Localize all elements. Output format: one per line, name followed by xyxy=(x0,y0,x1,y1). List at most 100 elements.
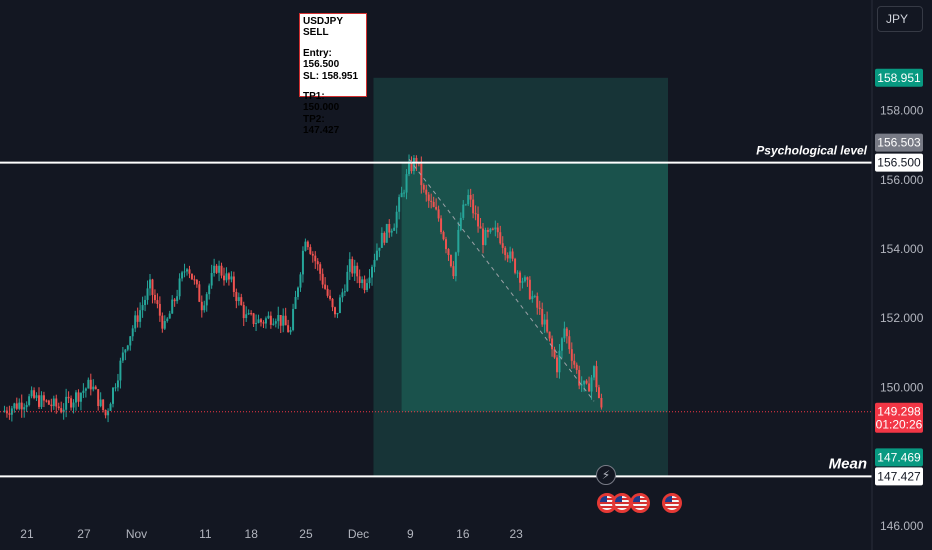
candle-body xyxy=(183,271,186,273)
candle-body xyxy=(156,300,159,304)
candle-body xyxy=(171,299,174,314)
info-title: USDJPY SELL xyxy=(303,16,343,39)
candle-body xyxy=(75,392,77,403)
candles xyxy=(3,154,603,423)
trade-zone xyxy=(373,77,668,477)
x-tick-label: 11 xyxy=(199,527,212,541)
candle-body xyxy=(558,350,561,373)
us-flag-icon[interactable] xyxy=(662,493,682,513)
candle-body xyxy=(528,279,531,300)
candle-body xyxy=(516,272,519,274)
candle-body xyxy=(84,388,87,391)
candle-body xyxy=(119,360,122,381)
currency-label: JPY xyxy=(886,12,909,26)
info-tp2: TP2: 147.427 xyxy=(303,113,340,137)
candle-body xyxy=(57,406,60,409)
candle-body xyxy=(131,328,134,337)
candle-body xyxy=(104,409,107,416)
candle-body xyxy=(548,331,551,339)
candle-body xyxy=(482,228,484,245)
axes: 146.000148.000150.000152.000154.000156.0… xyxy=(20,0,924,550)
candle-body xyxy=(546,319,549,332)
candle-body xyxy=(8,413,11,415)
candle-body xyxy=(25,404,28,408)
candle-body xyxy=(294,296,297,309)
candle-body xyxy=(385,224,388,243)
candle-body xyxy=(590,377,593,392)
candle-body xyxy=(186,269,188,272)
lightning-icon[interactable]: ⚡ xyxy=(596,465,616,485)
candle-body xyxy=(193,279,196,281)
candle-body xyxy=(55,398,58,407)
y-tick-label: 156.000 xyxy=(880,173,924,187)
candle-body xyxy=(578,369,581,386)
x-tick-label: 27 xyxy=(77,527,91,541)
candle-body xyxy=(45,400,48,402)
candle-body xyxy=(573,360,576,365)
candle-body xyxy=(314,255,317,262)
candle-body xyxy=(329,295,332,299)
candle-body xyxy=(580,384,583,386)
candle-body xyxy=(67,396,70,399)
us-flag-icon[interactable] xyxy=(630,493,650,513)
candle-body xyxy=(87,379,90,389)
candle-body xyxy=(356,265,359,277)
candle-body xyxy=(13,403,16,409)
current-price-tag-countdown: 01:20:26 xyxy=(876,418,923,432)
candle-body xyxy=(227,273,230,280)
x-tick-label: Nov xyxy=(126,527,147,541)
candle-body xyxy=(173,299,176,302)
candle-body xyxy=(393,227,396,231)
candle-body xyxy=(70,398,73,408)
candle-body xyxy=(494,227,497,230)
us-flag-icon[interactable] xyxy=(612,493,632,513)
candle-body xyxy=(28,396,31,405)
candle-body xyxy=(213,265,216,274)
candle-body xyxy=(361,279,364,284)
candle-body xyxy=(509,251,512,259)
candle-body xyxy=(92,386,95,390)
candle-body xyxy=(437,209,440,219)
mean-secondary-tag: 147.469 xyxy=(877,450,921,464)
zone-profit xyxy=(401,162,668,412)
candle-body xyxy=(3,410,6,412)
candle-body xyxy=(116,380,119,388)
candle-body xyxy=(415,157,418,164)
mean-secondary-tag-bg xyxy=(875,448,923,467)
candle-body xyxy=(501,243,504,248)
candle-body xyxy=(472,199,475,214)
candle-body xyxy=(297,287,299,297)
candle-body xyxy=(593,366,595,378)
candle-body xyxy=(474,213,477,215)
candle-body xyxy=(541,308,544,325)
candle-body xyxy=(144,299,147,306)
candle-body xyxy=(267,315,270,319)
candle-body xyxy=(543,319,546,325)
candle-body xyxy=(149,279,151,289)
mean-price-tag-bg xyxy=(875,467,923,486)
candle-body xyxy=(334,307,336,315)
candle-body xyxy=(506,255,509,259)
candle-body xyxy=(563,328,566,339)
candle-body xyxy=(452,266,455,277)
candle-body xyxy=(390,230,393,233)
candle-body xyxy=(262,322,265,324)
candle-body xyxy=(121,352,124,361)
candle-body xyxy=(519,272,521,283)
currency-button[interactable]: JPY xyxy=(877,6,923,32)
candle-body xyxy=(203,305,206,311)
candle-body xyxy=(368,277,371,284)
candle-body xyxy=(477,214,480,227)
candle-body xyxy=(371,266,373,278)
candle-body xyxy=(504,247,507,256)
candle-body xyxy=(109,403,112,411)
candle-body xyxy=(469,195,472,200)
candle-body xyxy=(427,194,430,201)
candle-body xyxy=(366,283,369,291)
candle-body xyxy=(264,318,267,324)
candle-body xyxy=(289,330,292,333)
y-tick-label: 152.000 xyxy=(880,311,924,325)
candle-body xyxy=(531,296,534,300)
candle-body xyxy=(585,380,588,384)
